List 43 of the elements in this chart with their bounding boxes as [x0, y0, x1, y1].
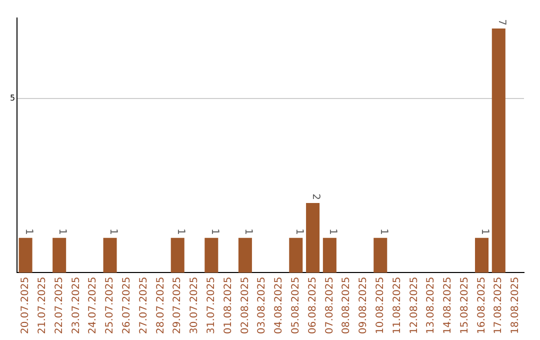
- x-tick-label: 23.07.2025: [70, 276, 82, 334]
- y-tick-label: 5: [10, 93, 16, 102]
- data-label: 1: [479, 228, 490, 235]
- x-tick-label: 08.08.2025: [341, 276, 352, 334]
- x-tick-label: 05.08.2025: [290, 276, 302, 334]
- x-tick-label: 31.07.2025: [206, 276, 217, 334]
- x-tick-label: 16.08.2025: [476, 276, 488, 334]
- data-label: 1: [242, 228, 254, 235]
- x-tick-label: 11.08.2025: [392, 276, 403, 334]
- x-tick-label: 25.07.2025: [104, 276, 116, 334]
- x-tick-label: 03.08.2025: [256, 276, 268, 334]
- data-label: 1: [22, 228, 34, 235]
- x-tick-label: 28.07.2025: [155, 276, 166, 334]
- data-label: 7: [496, 19, 508, 26]
- x-tick-label: 20.07.2025: [20, 276, 32, 334]
- data-label: 1: [56, 228, 68, 235]
- x-tick-label: 26.07.2025: [122, 276, 133, 334]
- data-label: 1: [327, 228, 338, 235]
- x-tick-label: 09.08.2025: [358, 276, 370, 334]
- x-tick-label: 13.08.2025: [426, 276, 437, 334]
- x-tick-label: 17.08.2025: [493, 276, 504, 334]
- data-label: 1: [175, 228, 186, 235]
- x-tick-label: 02.08.2025: [240, 276, 251, 334]
- x-tick-label: 30.07.2025: [189, 276, 200, 334]
- data-label: 1: [107, 228, 118, 235]
- x-tick-label: 12.08.2025: [408, 276, 420, 334]
- x-tick-label: 29.07.2025: [172, 276, 184, 334]
- data-label: 1: [208, 228, 220, 235]
- x-tick-label: 22.07.2025: [54, 276, 65, 334]
- data-label: 1: [378, 228, 389, 235]
- data-label: 1: [293, 228, 304, 235]
- data-label: 2: [310, 194, 322, 200]
- x-tick-label: 04.08.2025: [274, 276, 285, 334]
- x-tick-label: 01.08.2025: [222, 276, 234, 334]
- x-tick-label: 10.08.2025: [374, 276, 386, 334]
- x-tick-label: 07.08.2025: [324, 276, 336, 334]
- x-tick-label: 27.07.2025: [138, 276, 150, 334]
- x-tick-label: 14.08.2025: [442, 276, 454, 334]
- x-tick-label: 24.07.2025: [88, 276, 99, 334]
- x-tick-label: 06.08.2025: [307, 276, 318, 334]
- x-tick-label: 15.08.2025: [459, 276, 470, 334]
- x-tick-label: 21.07.2025: [37, 276, 48, 334]
- x-tick-label: 18.08.2025: [510, 276, 522, 334]
